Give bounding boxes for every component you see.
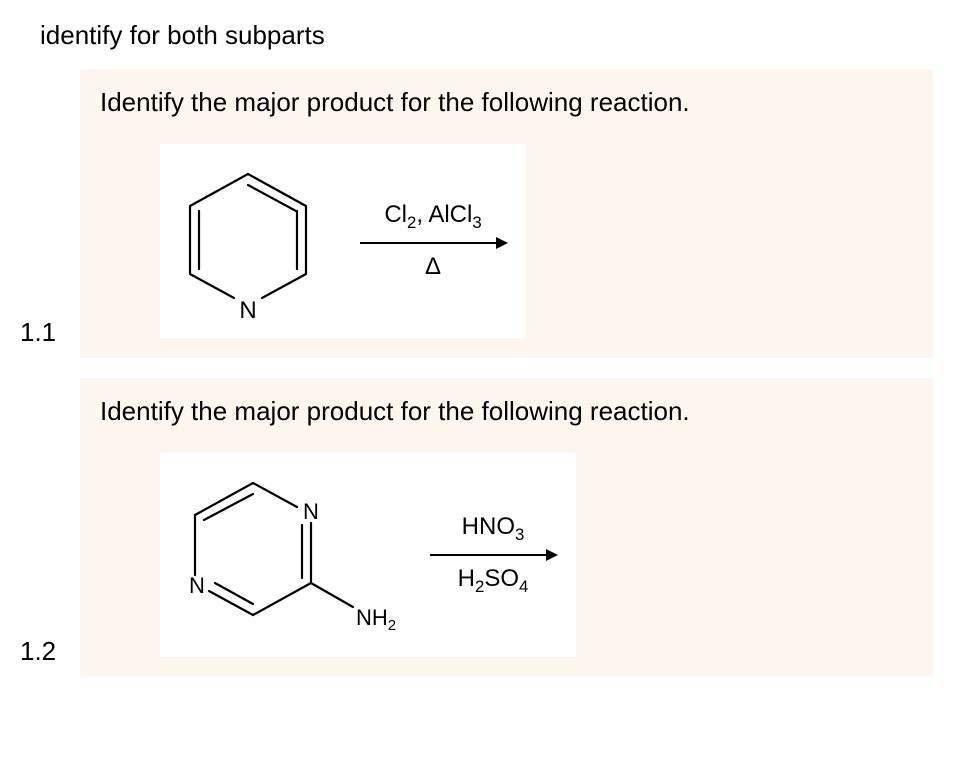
problem-2-diagram: N N NH2 HNO3 H2SO4 xyxy=(160,453,576,657)
problem-1-block: Identify the major product for the follo… xyxy=(80,69,933,358)
aminopyrimidine-structure: N N NH2 xyxy=(178,465,408,645)
pyridine-structure: N xyxy=(178,156,338,326)
reagent-2-top: HNO3 xyxy=(462,513,525,545)
reaction-arrow-2: HNO3 H2SO4 xyxy=(428,513,558,597)
nitrogen-label-tr: N xyxy=(303,499,319,524)
reagent-1-top: Cl2, AlCl3 xyxy=(384,201,481,233)
nitrogen-label-bl: N xyxy=(189,573,205,598)
arrow-icon xyxy=(358,233,508,253)
nitrogen-label: N xyxy=(239,297,256,324)
reaction-arrow-1: Cl2, AlCl3 Δ xyxy=(358,201,508,281)
reagent-1-bottom: Δ xyxy=(425,253,441,281)
problem-1-diagram: N Cl2, AlCl3 Δ xyxy=(160,144,526,338)
problem-1-number: 1.1 xyxy=(20,317,80,358)
page-header: identify for both subparts xyxy=(40,20,933,51)
problem-1-row: 1.1 Identify the major product for the f… xyxy=(40,69,933,358)
nh2-label: NH2 xyxy=(356,605,396,634)
problem-2-prompt: Identify the major product for the follo… xyxy=(100,396,913,427)
reagent-2-bottom: H2SO4 xyxy=(458,565,529,597)
problem-2-block: Identify the major product for the follo… xyxy=(80,378,933,677)
problem-2-row: 1.2 Identify the major product for the f… xyxy=(40,378,933,677)
arrow-icon xyxy=(428,545,558,565)
problem-1-prompt: Identify the major product for the follo… xyxy=(100,87,913,118)
problem-2-number: 1.2 xyxy=(20,636,80,677)
